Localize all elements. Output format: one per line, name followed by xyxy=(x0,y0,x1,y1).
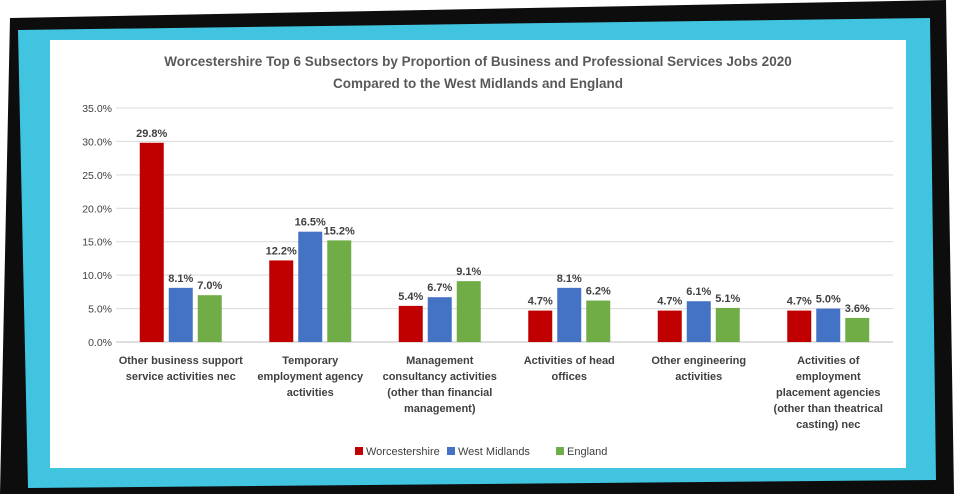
y-tick-label: 20.0% xyxy=(82,203,112,215)
category-label: Management xyxy=(406,355,474,367)
y-tick-label: 35.0% xyxy=(82,103,112,115)
category-label: Activities of head xyxy=(524,355,615,367)
legend-label: West Midlands xyxy=(458,446,530,458)
data-label: 5.4% xyxy=(398,291,423,303)
category-label: (other than financial xyxy=(387,387,492,399)
bars xyxy=(139,142,870,342)
category-label: Other business support xyxy=(119,355,243,367)
data-label: 4.7% xyxy=(657,296,682,308)
bar-west-midlands xyxy=(816,308,841,342)
bar-west-midlands xyxy=(168,287,193,342)
y-tick-label: 5.0% xyxy=(88,304,112,316)
data-label: 3.6% xyxy=(845,303,870,315)
bar-west-midlands xyxy=(557,287,582,342)
data-label: 5.0% xyxy=(816,294,841,306)
data-label: 8.1% xyxy=(557,273,582,285)
category-label: employment xyxy=(796,371,861,383)
data-label: 12.2% xyxy=(266,245,297,257)
bar-england xyxy=(456,281,481,342)
legend-label: England xyxy=(567,446,607,458)
bar-worcestershire xyxy=(787,310,812,342)
data-labels: 29.8% 8.1% 7.0% 12.2% 16.5%15.2% 5.4% 6.7% 9.1%… xyxy=(136,128,870,315)
data-label: 4.7% xyxy=(528,296,553,308)
data-label: 9.1% xyxy=(456,266,481,278)
bar-worcestershire xyxy=(528,310,553,342)
bar-west-midlands xyxy=(298,231,323,342)
bar-worcestershire xyxy=(398,305,423,342)
category-label: activities xyxy=(287,387,334,399)
legend-swatch xyxy=(447,447,455,455)
category-label: placement agencies xyxy=(776,387,881,399)
bar-england xyxy=(715,307,740,342)
data-label: 7.0% xyxy=(197,280,222,292)
bar-england xyxy=(327,240,352,342)
y-tick-label: 25.0% xyxy=(82,170,112,182)
data-label: 6.7% xyxy=(427,282,452,294)
category-label: Activities of xyxy=(797,355,860,367)
bar-west-midlands xyxy=(427,297,452,342)
bar-worcestershire xyxy=(139,142,164,342)
bar-worcestershire xyxy=(657,310,682,342)
category-label: service activities nec xyxy=(126,371,236,383)
data-label: 6.2% xyxy=(586,286,611,298)
data-label: 29.8% xyxy=(136,128,167,140)
category-label: Temporary xyxy=(282,355,339,367)
y-tick-label: 0.0% xyxy=(88,337,112,349)
category-label: (other than theatrical xyxy=(774,403,883,415)
bar-england xyxy=(197,295,222,342)
category-label: casting) nec xyxy=(796,419,860,431)
category-label: employment agency xyxy=(257,371,364,383)
bar-west-midlands xyxy=(686,301,711,342)
data-label: 5.1% xyxy=(715,293,740,305)
data-label: 15.2% xyxy=(324,225,355,237)
data-label: 16.5% xyxy=(295,217,326,229)
data-label: 4.7% xyxy=(787,296,812,308)
chart-title: Worcestershire Top 6 Subsectors by Propo… xyxy=(164,54,791,69)
category-label: Other engineering xyxy=(651,355,746,367)
category-label: activities xyxy=(675,371,722,383)
category-label: offices xyxy=(552,371,587,383)
data-label: 6.1% xyxy=(686,286,711,298)
legend-swatch xyxy=(556,447,564,455)
category-labels: Other business support service activities… xyxy=(119,355,883,431)
category-label: consultancy activities xyxy=(383,371,497,383)
legend-label: Worcestershire xyxy=(366,446,440,458)
bar-england xyxy=(845,317,870,342)
legend-swatch xyxy=(355,447,363,455)
y-tick-label: 15.0% xyxy=(82,237,112,249)
bar-england xyxy=(586,300,611,342)
bar-worcestershire xyxy=(269,260,294,342)
chart-subtitle: Compared to the West Midlands and Englan… xyxy=(333,76,623,91)
data-label: 8.1% xyxy=(168,273,193,285)
legend: Worcestershire West Midlands England xyxy=(355,446,607,458)
y-tick-label: 10.0% xyxy=(82,270,112,282)
chart-panel xyxy=(50,40,906,468)
gridlines xyxy=(116,107,893,343)
category-label: management) xyxy=(404,403,476,415)
y-tick-label: 30.0% xyxy=(82,136,112,148)
y-axis: 0.0% 5.0% 10.0% 15.0% 20.0% 25.0% 30.0% 35.0% xyxy=(82,103,112,349)
